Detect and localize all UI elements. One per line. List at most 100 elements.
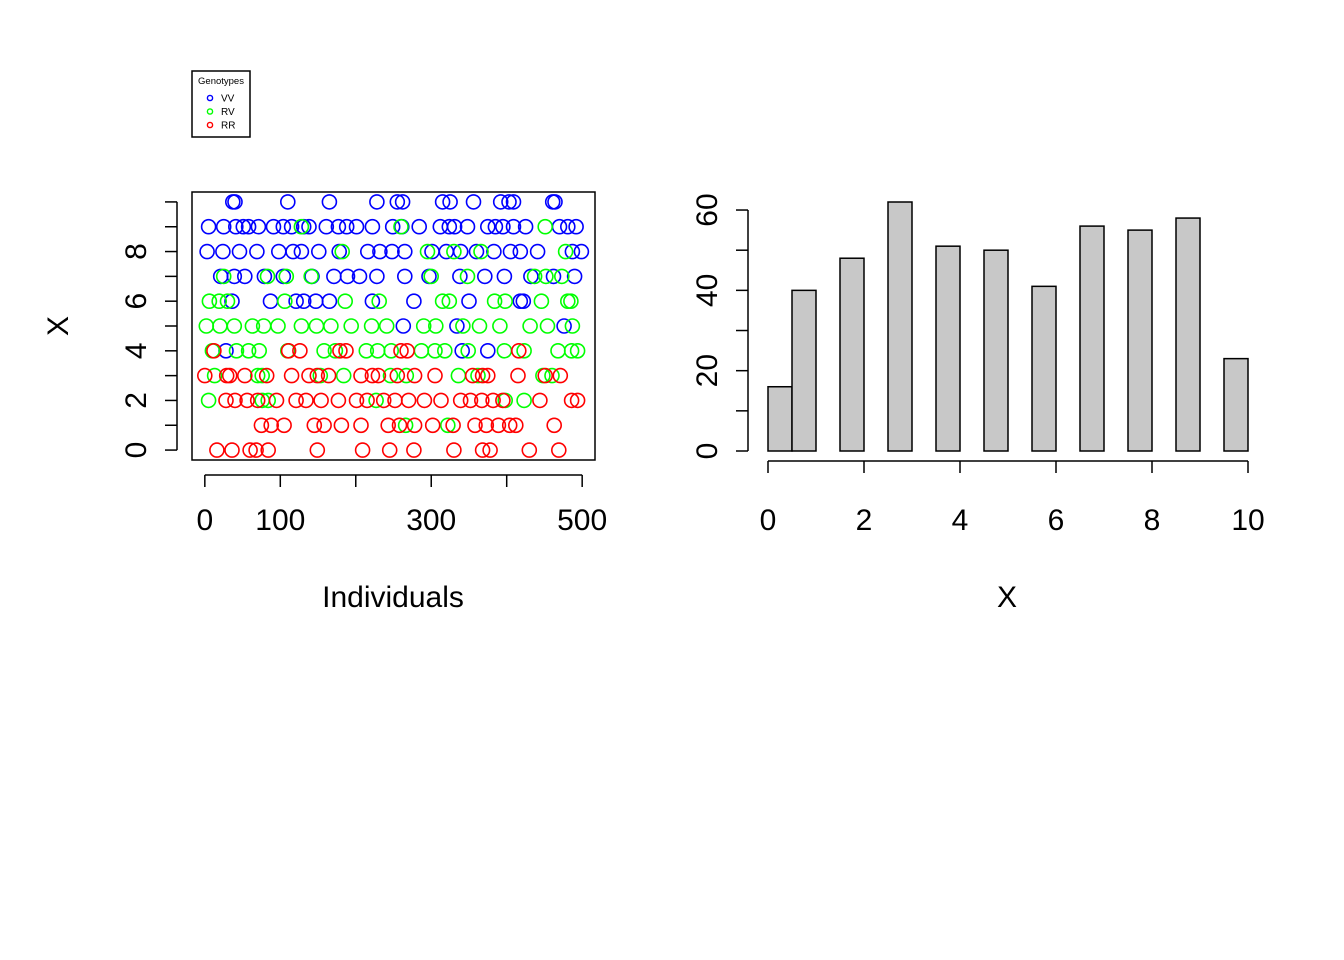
scatter-point-rr bbox=[268, 392, 285, 409]
scatter-point-vv bbox=[486, 243, 502, 260]
scatter-point-rv bbox=[455, 318, 471, 334]
scatter-point-rv bbox=[537, 218, 554, 235]
scatter-point-rv bbox=[363, 318, 380, 334]
scatter-point-rv bbox=[415, 318, 432, 334]
legend-marker-rv bbox=[206, 108, 214, 115]
scatter-point-vv bbox=[339, 268, 356, 285]
scatter-point-vv bbox=[224, 293, 240, 310]
scatter-points bbox=[197, 194, 590, 458]
scatter-point-vv bbox=[465, 194, 482, 210]
scatter-point-rv bbox=[441, 293, 458, 310]
scatter-point-vv bbox=[492, 194, 509, 210]
scatter-point-vv bbox=[359, 243, 376, 260]
scatter-point-rr bbox=[495, 392, 511, 409]
scatter-point-rr bbox=[292, 342, 308, 359]
scatter-point-rv bbox=[544, 367, 560, 384]
histogram-bar bbox=[1031, 285, 1057, 452]
scatter-point-vv bbox=[406, 293, 422, 310]
scatter-point-rr bbox=[474, 442, 491, 458]
scatter-point-rr bbox=[354, 442, 371, 458]
scatter-point-vv bbox=[338, 218, 355, 235]
scatter-point-rv bbox=[473, 243, 489, 260]
scatter-point-rr bbox=[550, 442, 567, 458]
scatter-point-vv bbox=[295, 293, 312, 310]
scatter-point-rr bbox=[263, 417, 280, 434]
scatter-point-rr bbox=[309, 442, 326, 458]
scatter-point-vv bbox=[395, 318, 412, 334]
histogram-bar bbox=[767, 385, 793, 452]
scatter-point-rv bbox=[240, 342, 257, 359]
scatter-point-rv bbox=[343, 318, 360, 334]
scatter-point-vv bbox=[237, 268, 253, 285]
scatter-point-rr bbox=[452, 392, 469, 409]
histogram-bar bbox=[1079, 225, 1105, 452]
legend-marker-rr bbox=[206, 121, 214, 129]
scatter-point-rv bbox=[492, 318, 508, 334]
scatter-point-rv bbox=[516, 342, 532, 359]
scatter-legend: Genotypes VV RV RR bbox=[191, 70, 251, 138]
scatter-point-vv bbox=[434, 194, 451, 210]
scatter-point-rv bbox=[569, 342, 586, 359]
histogram-bar bbox=[791, 289, 817, 452]
scatter-point-vv bbox=[279, 194, 296, 210]
scatter-point-vv bbox=[231, 243, 248, 260]
scatter-point-vv bbox=[394, 194, 411, 210]
histogram-bar bbox=[983, 249, 1009, 452]
scatter-point-vv bbox=[372, 243, 388, 260]
scatter-point-rv bbox=[563, 342, 580, 359]
scatter-point-vv bbox=[321, 293, 338, 310]
scatter-point-rv bbox=[446, 243, 462, 260]
scatter-point-vv bbox=[496, 268, 513, 285]
scatter-point-vv bbox=[559, 218, 576, 235]
scatter-point-vv bbox=[529, 243, 546, 260]
scatter-point-vv bbox=[351, 268, 368, 285]
scatter-point-rr bbox=[490, 417, 507, 434]
scatter-point-rr bbox=[248, 442, 264, 458]
histogram-x-tick-label: 2 bbox=[856, 504, 873, 537]
legend-entries: VV RV RR bbox=[206, 94, 235, 132]
scatter-point-rr bbox=[473, 392, 490, 409]
scatter-point-rr bbox=[478, 417, 495, 434]
scatter-point-rr bbox=[320, 367, 337, 384]
scatter-point-rv bbox=[470, 367, 486, 384]
scatter-point-vv bbox=[275, 218, 292, 235]
scatter-point-rv bbox=[471, 318, 488, 334]
scatter-point-vv bbox=[265, 218, 282, 235]
scatter-point-vv bbox=[566, 268, 583, 285]
scatter-point-rr bbox=[380, 417, 397, 434]
scatter-point-rr bbox=[370, 367, 387, 384]
scatter-point-vv bbox=[240, 218, 257, 235]
scatter-point-vv bbox=[454, 342, 471, 359]
scatter-point-vv bbox=[568, 218, 584, 235]
scatter-point-rv bbox=[316, 342, 332, 359]
scatter-point-vv bbox=[215, 243, 231, 260]
scatter-point-rr bbox=[258, 367, 275, 384]
scatter-point-rr bbox=[479, 367, 496, 384]
scatter-point-vv bbox=[364, 293, 381, 310]
scatter-point-rv bbox=[397, 417, 414, 434]
scatter-point-rr bbox=[445, 417, 461, 434]
scatter-point-vv bbox=[459, 218, 476, 235]
scatter-x-tick-label: 300 bbox=[406, 504, 456, 537]
scatter-point-rr bbox=[353, 367, 369, 384]
scatter-point-vv bbox=[384, 243, 400, 260]
scatter-point-rv bbox=[251, 342, 268, 359]
scatter-point-vv bbox=[389, 194, 406, 210]
scatter-point-rr bbox=[316, 417, 332, 434]
scatter-point-rv bbox=[538, 268, 554, 285]
scatter-x-axis-title: Individuals bbox=[322, 581, 464, 614]
scatter-point-vv bbox=[502, 243, 519, 260]
histogram-x-tick-label: 6 bbox=[1048, 504, 1065, 537]
scatter-point-vv bbox=[249, 243, 265, 260]
scatter-point-rr bbox=[283, 367, 300, 384]
scatter-point-rr bbox=[521, 442, 538, 458]
scatter-point-rr bbox=[218, 392, 234, 409]
scatter-point-rv bbox=[201, 293, 218, 310]
scatter-point-vv bbox=[441, 218, 458, 235]
scatter-point-rv bbox=[526, 268, 543, 285]
scatter-point-rr bbox=[237, 367, 253, 384]
scatter-point-rr bbox=[416, 392, 433, 409]
scatter-point-rr bbox=[389, 367, 406, 384]
